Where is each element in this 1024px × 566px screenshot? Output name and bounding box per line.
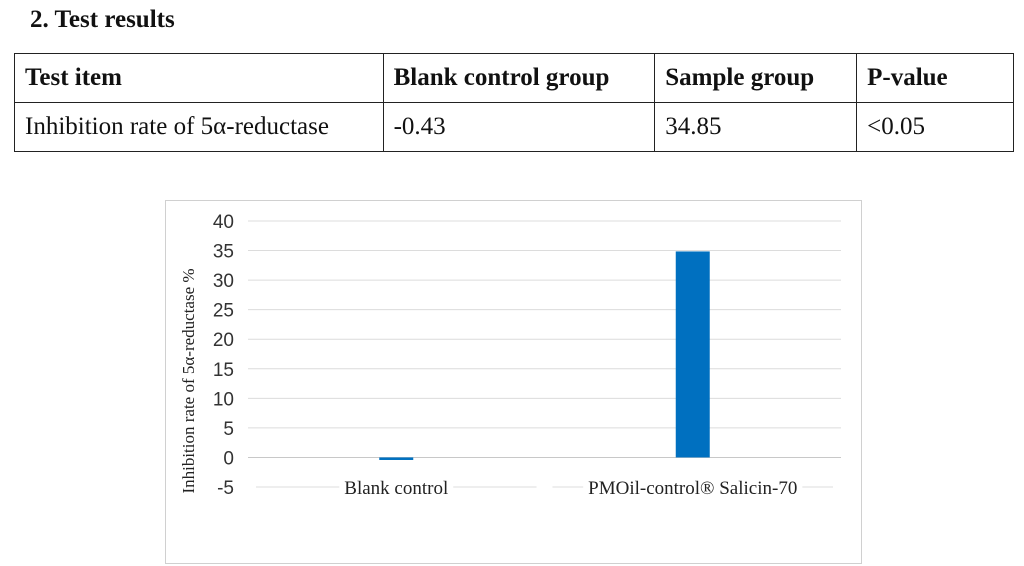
bar-chart: 40 35 30 25 20 15 10 5 0 -5 Blank control PMOil-co…: [165, 200, 862, 564]
y-axis-ticks: 40 35 30 25 20 15 10 5 0 -5: [213, 212, 234, 499]
bar-chart-svg: 40 35 30 25 20 15 10 5 0 -5 Blank control PMOil-co…: [179, 212, 841, 499]
results-table: Test item Blank control group Sample gro…: [14, 53, 1014, 152]
bar: [675, 251, 710, 458]
y-tick-label: -5: [217, 478, 234, 499]
y-tick-label: 10: [213, 389, 234, 410]
cell-blank-control-value: -0.43: [382, 102, 656, 152]
cell-p-value: <0.05: [856, 102, 1014, 152]
category-labels: Blank control PMOil-control® Salicin-70: [339, 478, 803, 499]
category-label: PMOil-control® Salicin-70: [588, 478, 797, 499]
category-label-background: [339, 478, 454, 499]
bars: [379, 251, 710, 460]
y-tick-label: 25: [213, 301, 234, 322]
section-heading: 2. Test results: [30, 6, 175, 33]
table-row: Inhibition rate of 5α-reductase -0.43 34…: [14, 102, 1014, 152]
cell-test-item: Inhibition rate of 5α-reductase: [14, 102, 384, 152]
header-blank-control-group: Blank control group: [382, 53, 656, 103]
category-label-background: [583, 478, 803, 499]
cell-sample-value: 34.85: [654, 102, 858, 152]
category-label: Blank control: [344, 478, 448, 499]
y-tick-label: 15: [213, 360, 234, 381]
header-test-item: Test item: [14, 53, 384, 103]
header-sample-group: Sample group: [654, 53, 858, 103]
y-tick-label: 30: [213, 271, 234, 292]
y-tick-label: 20: [213, 330, 234, 351]
y-axis-label: Inhibition rate of 5α-reductase %: [179, 268, 198, 493]
y-tick-label: 0: [223, 448, 234, 469]
y-tick-label: 5: [223, 419, 234, 440]
bar: [379, 457, 414, 460]
table-header-row: Test item Blank control group Sample gro…: [14, 53, 1014, 103]
header-p-value: P-value: [856, 53, 1014, 103]
y-tick-label: 35: [213, 242, 234, 263]
y-tick-label: 40: [213, 212, 234, 233]
grid-lines: [248, 220, 841, 488]
